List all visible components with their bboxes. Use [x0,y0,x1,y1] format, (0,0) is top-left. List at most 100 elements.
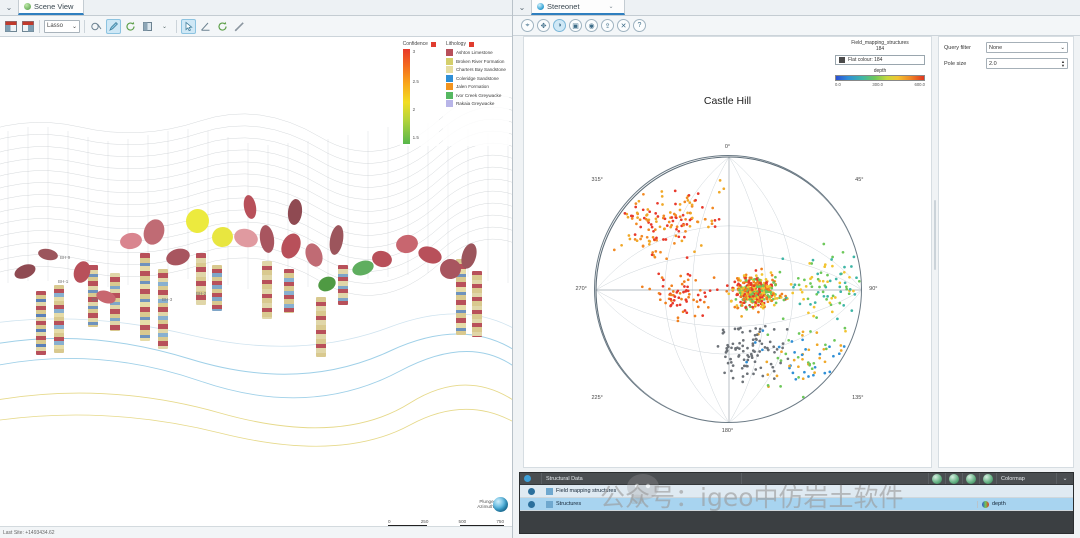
tab-scene-view[interactable]: Scene View [18,0,85,15]
drillhole[interactable] [262,261,272,319]
confidence-colorbar: 3 2.5 2 1.5 [402,49,436,144]
close-icon[interactable] [468,41,474,47]
help-icon[interactable]: ? [633,19,646,32]
data-point [832,339,836,342]
row-visibility-icon[interactable] [520,487,542,495]
data-point [721,187,725,191]
data-point [619,243,623,247]
selection-mode-combo[interactable]: Lasso ⌄ [44,19,80,33]
data-point [688,224,691,228]
data-point [685,256,688,259]
drillhole[interactable] [88,265,98,327]
data-point [772,369,776,373]
slice-dropdown-icon[interactable]: ⌄ [161,23,168,30]
data-point [823,284,826,287]
remove-object-icon[interactable] [979,473,996,484]
add-object-icon[interactable] [928,473,945,484]
drillhole[interactable] [196,253,206,305]
lithology-legend-item[interactable]: Ivor Creek Greywacke [445,91,506,99]
data-point [679,218,683,222]
data-point [821,242,825,246]
view-globe-widget[interactable] [493,497,508,512]
data-point [699,244,703,247]
drillhole[interactable] [472,271,482,337]
data-point [825,280,829,284]
data-point [769,286,773,290]
close-icon[interactable] [430,41,436,47]
table-row[interactable]: Field mapping structures [520,485,1073,498]
pan-icon[interactable]: ✥ [537,19,550,32]
target-icon[interactable]: ⌖ [521,19,534,32]
lithology-legend-item[interactable]: Rakaia Greywacke [445,100,506,107]
drillhole[interactable] [338,265,348,305]
draw-icon[interactable] [106,18,121,34]
data-point [681,310,684,314]
globe-icon[interactable]: ◉ [585,19,598,32]
drillhole[interactable] [284,269,294,313]
drillhole[interactable] [140,253,150,341]
rotate-view-icon[interactable]: ◑ [553,19,566,32]
scene-viewport[interactable]: BH-1 BH-7 BH-3 BH-2 BH-9 [0,37,512,538]
drillhole[interactable] [54,285,64,353]
rotate-icon[interactable] [123,19,138,34]
drillhole[interactable] [456,259,466,335]
data-point [724,347,728,350]
stereonet-plot-area[interactable]: Field_mapping_structures 184 Flat colour… [523,36,932,468]
data-point [823,343,827,347]
data-point [717,217,720,221]
lithology-legend-item[interactable]: Charters Bay Sandstone [445,66,506,73]
data-point [786,338,790,342]
export-icon[interactable]: ⇪ [601,19,614,32]
data-point [780,346,784,350]
stepper-icon[interactable]: ▲ ▼ [1061,58,1065,68]
row-visibility-icon[interactable] [520,500,542,508]
stereonet-net[interactable]: 0° 45° 90° 135° 180° 225° 270° 315° [576,144,878,434]
tiled-view-icon[interactable] [20,19,35,34]
drillhole[interactable] [110,273,120,331]
pole-size-spinner[interactable]: 2.0 ▲ ▼ [986,58,1068,69]
panel-splitter[interactable] [934,200,936,270]
tab-overflow-caret-icon[interactable]: ⌄ [518,3,526,12]
ruler-icon[interactable] [232,19,247,34]
table-row[interactable]: Structures depth [520,498,1073,511]
tab-overflow-caret-icon[interactable]: ⌄ [5,3,13,12]
data-point [641,208,645,212]
lithology-legend-item[interactable]: Coleridge Sandstone [445,74,506,82]
clip-icon[interactable] [89,19,104,34]
drillhole[interactable] [212,265,222,311]
data-point [738,284,741,287]
edit-object-icon[interactable] [945,473,962,484]
data-point [786,357,789,361]
drillhole[interactable] [36,291,46,355]
data-point [817,285,821,289]
drillhole[interactable] [316,297,326,357]
lithology-legend-item[interactable]: Broken River Formation [445,57,506,65]
data-point [819,271,822,275]
slice-icon[interactable] [140,19,155,34]
colormap-gradient [835,74,925,81]
lithology-legend-item[interactable]: Ashton Limestone [445,49,506,56]
data-point [656,272,660,276]
split-view-icon[interactable] [3,19,18,34]
measure-angle-icon[interactable] [198,19,213,34]
drillhole-label: BH-9 [60,255,71,260]
stereonet-icon [537,3,544,10]
query-filter-select[interactable]: None ⌄ [986,42,1068,53]
colormap-menu-icon[interactable]: ⌄ [1056,473,1073,484]
lithology-legend-item[interactable]: Jalen Formation [445,83,506,90]
data-point [629,214,633,218]
data-point [841,250,844,254]
flat-colour-swatch[interactable]: Flat colour: 184 [835,54,925,65]
chevron-down-icon[interactable]: ⌄ [608,4,614,10]
crosshair-icon[interactable]: ✕ [617,19,630,32]
data-point [737,288,741,292]
tab-stereonet[interactable]: Stereonet ⌄ [531,0,625,15]
data-point [843,326,846,330]
refresh-icon[interactable] [215,19,230,34]
drillhole[interactable] [158,269,168,349]
row-colormap[interactable]: depth [977,500,1073,508]
snapshot-icon[interactable]: ▣ [569,19,582,32]
select-icon[interactable] [181,18,196,34]
filter-object-icon[interactable] [962,473,979,484]
data-point [685,285,689,289]
